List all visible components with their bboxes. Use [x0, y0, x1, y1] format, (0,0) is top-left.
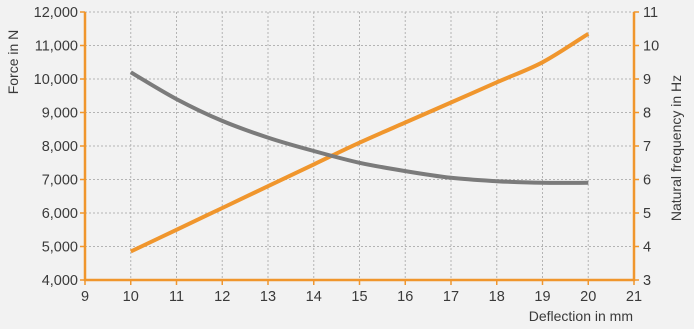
- y-left-tick-label: 4,000: [42, 273, 78, 289]
- y-right-axis-title: Natural frequency in Hz: [668, 75, 684, 221]
- y-left-tick-label: 6,000: [42, 206, 78, 222]
- y-right-tick-label: 6: [643, 173, 651, 189]
- y-right-tick-label: 8: [643, 106, 651, 122]
- y-left-tick-label: 7,000: [42, 173, 78, 189]
- x-tick-label: 10: [123, 289, 139, 305]
- x-tick-label: 13: [260, 289, 276, 305]
- x-tick-label: 18: [489, 289, 505, 305]
- y-right-tick-label: 7: [643, 139, 651, 155]
- y-right-tick-label: 9: [643, 72, 651, 88]
- x-tick-label: 15: [351, 289, 367, 305]
- x-tick-label: 9: [81, 289, 89, 305]
- y-left-tick-label: 9,000: [42, 106, 78, 122]
- y-left-tick-labels: 4,000 5,000 6,000 7,000 8,000 9,000 10,000 11,0…: [34, 5, 78, 289]
- x-tick-label: 21: [626, 289, 642, 305]
- y-left-tick-label: 5,000: [42, 240, 78, 256]
- y-right-tick-labels: 3 4 5 6 7 8 9 10 11: [643, 5, 659, 289]
- x-tick-label: 11: [169, 289, 184, 305]
- y-left-tick-label: 11,000: [35, 39, 78, 55]
- x-tick-label: 12: [214, 289, 230, 305]
- y-right-tick-label: 10: [643, 39, 659, 55]
- y-left-tick-label: 10,000: [34, 72, 78, 88]
- x-tick-label: 20: [580, 289, 596, 305]
- x-tick-label: 14: [306, 289, 322, 305]
- y-right-tick-label: 3: [643, 273, 651, 289]
- y-left-axis-title: Force in N: [5, 30, 21, 95]
- force-series-line: [129, 32, 590, 254]
- x-tick-label: 16: [397, 289, 413, 305]
- y-right-tick-label: 4: [643, 240, 651, 256]
- frequency-series-line: [129, 70, 589, 185]
- gridlines: [85, 11, 634, 280]
- series-group: [129, 32, 590, 254]
- x-tick-labels: 9 10 11 12 13 14 15 16 17 18 19 20 21: [81, 289, 642, 305]
- x-tick-label: 17: [443, 289, 459, 305]
- y-right-tick-label: 5: [643, 206, 651, 222]
- y-left-tick-label: 12,000: [34, 5, 78, 21]
- y-left-tick-label: 8,000: [42, 139, 78, 155]
- y-right-tick-label: 11: [643, 5, 658, 21]
- x-axis-title: Deflection in mm: [529, 308, 633, 324]
- axes-group: [80, 11, 639, 285]
- x-tick-label: 19: [534, 289, 550, 305]
